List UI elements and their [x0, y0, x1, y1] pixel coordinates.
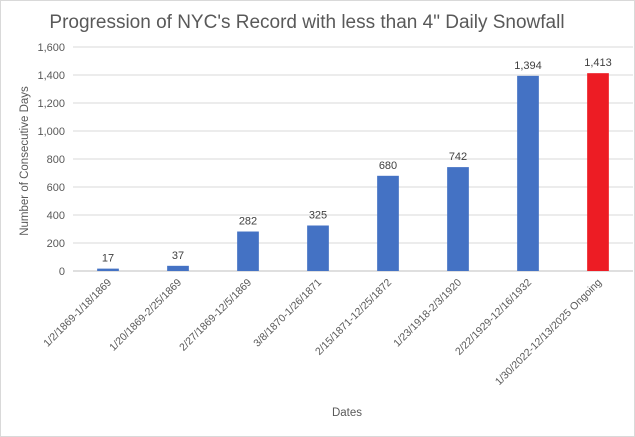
y-tick-label: 1,200 — [37, 98, 65, 110]
y-tick-label: 600 — [47, 182, 65, 194]
data-label: 37 — [172, 250, 184, 262]
bar — [97, 268, 119, 271]
bar — [377, 175, 399, 271]
data-label: 1,394 — [514, 60, 542, 72]
x-tick-label: 2/27/1869-12/5/1869 — [177, 277, 254, 354]
x-tick-label: 1/2/1869-1/18/1869 — [41, 277, 114, 350]
bar — [517, 75, 539, 271]
data-label: 325 — [309, 210, 327, 222]
y-axis-title: Number of Consecutive Days — [19, 86, 31, 236]
bar — [237, 231, 259, 271]
x-tick-label: 1/23/1918-2/3/1920 — [391, 277, 464, 350]
bar — [587, 73, 609, 272]
y-tick-label: 200 — [47, 238, 65, 250]
x-tick-label: 2/22/1929-12/16/1932 — [453, 277, 534, 358]
x-tick-label: 3/8/1870-1/26/1871 — [251, 277, 324, 350]
data-label: 680 — [379, 160, 397, 172]
data-label: 742 — [449, 151, 467, 163]
y-tick-label: 400 — [47, 210, 65, 222]
bar — [307, 225, 329, 271]
y-tick-label: 1,600 — [37, 42, 65, 54]
data-label: 17 — [102, 253, 114, 265]
data-label: 282 — [239, 216, 257, 228]
y-tick-label: 0 — [59, 266, 65, 278]
data-label: 1,413 — [584, 57, 612, 69]
x-tick-label: 1/20/1869-2/25/1869 — [107, 277, 184, 354]
bar — [447, 167, 469, 271]
y-tick-label: 1,400 — [37, 70, 65, 82]
bar — [167, 265, 189, 271]
x-axis-title: Dates — [332, 407, 362, 419]
y-tick-label: 800 — [47, 154, 65, 166]
chart-title: Progression of NYC's Record with less th… — [49, 12, 564, 33]
x-tick-label: 2/15/1871-12/25/1872 — [313, 277, 394, 358]
y-tick-label: 1,000 — [37, 126, 65, 138]
